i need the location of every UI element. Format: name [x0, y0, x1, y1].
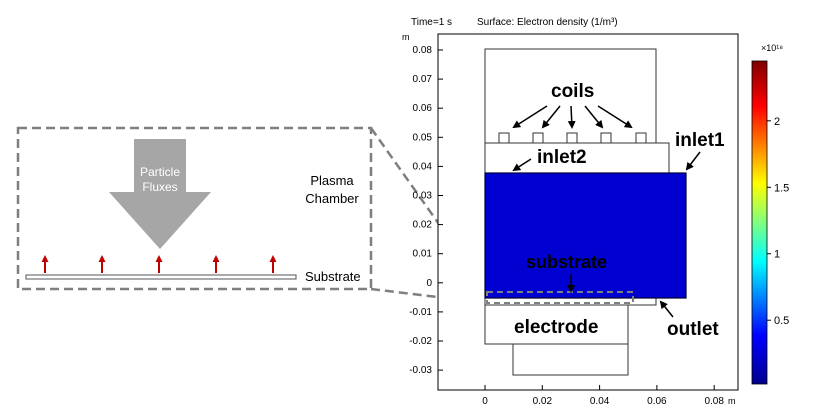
coil-square	[566, 132, 578, 144]
substrate-holder-outline	[484, 297, 657, 306]
inlet1-pointer	[685, 151, 701, 171]
y-tick-label: 0.01	[413, 249, 433, 260]
inlet1-label: inlet1	[675, 130, 725, 151]
y-tick-label: -0.02	[409, 336, 432, 347]
zoom-connector-top	[369, 127, 489, 293]
colorbar-ticks: 2 1.5 1 0.5	[767, 116, 789, 327]
x-tick-label: 0.06	[647, 396, 667, 407]
flux-arrows	[41, 255, 277, 273]
y-tick-label: 0.07	[413, 74, 433, 85]
outlet-label: outlet	[667, 319, 719, 340]
x-tick-label: 0	[482, 396, 488, 407]
inset-diagram: Particle Fluxes Plasma Chamber Substrate	[16, 126, 373, 291]
outlet-pointer	[659, 300, 674, 318]
electrode-label: electrode	[514, 317, 598, 338]
flux-arrow	[212, 255, 220, 273]
flux-arrow	[98, 255, 106, 273]
colorbar-multiplier: ×10¹⁸	[761, 43, 783, 53]
flux-arrow	[41, 255, 49, 273]
y-tick-label: 0.08	[413, 45, 433, 56]
colorbar	[751, 60, 768, 385]
inset-dashed-frame	[16, 126, 373, 291]
plasma-domain-border	[484, 172, 687, 299]
x-tick-label: 0.04	[590, 396, 610, 407]
electrode-block	[484, 297, 629, 345]
zoom-connector-bottom	[370, 287, 488, 305]
y-tick-label: -0.01	[409, 307, 432, 318]
y-tick-label: 0.03	[413, 191, 433, 202]
y-tick-label: 0.02	[413, 220, 433, 231]
coil-square	[532, 132, 544, 144]
x-axis-ticks: 0 0.02 0.04 0.06 0.08 m	[482, 385, 736, 407]
particle-fluxes-label-line2: Fluxes	[142, 180, 177, 194]
electron-density-field	[485, 173, 686, 298]
inlet2-label: inlet2	[537, 147, 587, 168]
y-tick-label: 0.04	[413, 161, 433, 172]
time-label: Time=1 s	[411, 17, 452, 28]
y-tick-label: 0.06	[413, 103, 433, 114]
plasma-chamber-label-line1: Plasma	[310, 173, 354, 188]
colorbar-tick-label: 1.5	[774, 182, 789, 194]
inset-substrate-plate	[25, 274, 297, 280]
inlet2-pointer	[512, 158, 532, 172]
colorbar-tick-label: 1	[774, 249, 780, 261]
coils-label: coils	[551, 81, 594, 102]
flux-arrow	[155, 255, 163, 273]
simulation-plot: Time=1 s Surface: Electron density (1/m³…	[402, 17, 789, 407]
y-tick-label: 0.05	[413, 132, 433, 143]
y-axis-ticks: 0.08 0.07 0.06 0.05 0.04 0.03 0.02 0.01 0 -0.01 -0…	[409, 45, 443, 376]
x-axis-unit: m	[728, 396, 736, 406]
substrate-label: substrate	[526, 252, 607, 272]
coil-pointer-arrows	[512, 105, 633, 129]
y-tick-label: -0.03	[409, 365, 432, 376]
y-axis-unit: m	[402, 32, 410, 42]
plasma-chamber-label-line2: Chamber	[305, 191, 359, 206]
substrate-dashed-box	[486, 291, 634, 304]
electrode-lower-block	[512, 343, 629, 376]
y-tick-label: 0	[426, 278, 432, 289]
coil-square	[600, 132, 612, 144]
flux-arrow	[269, 255, 277, 273]
coil-square	[498, 132, 510, 144]
x-tick-label: 0.08	[704, 396, 724, 407]
particle-fluxes-label-line1: Particle	[140, 165, 180, 179]
surface-title: Surface: Electron density (1/m³)	[477, 17, 618, 28]
coil-square	[635, 132, 647, 144]
colorbar-tick-label: 0.5	[774, 315, 789, 327]
particle-flux-arrow	[109, 139, 211, 249]
colorbar-tick-label: 2	[774, 116, 780, 128]
inset-substrate-label: Substrate	[305, 269, 361, 284]
x-tick-label: 0.02	[533, 396, 553, 407]
